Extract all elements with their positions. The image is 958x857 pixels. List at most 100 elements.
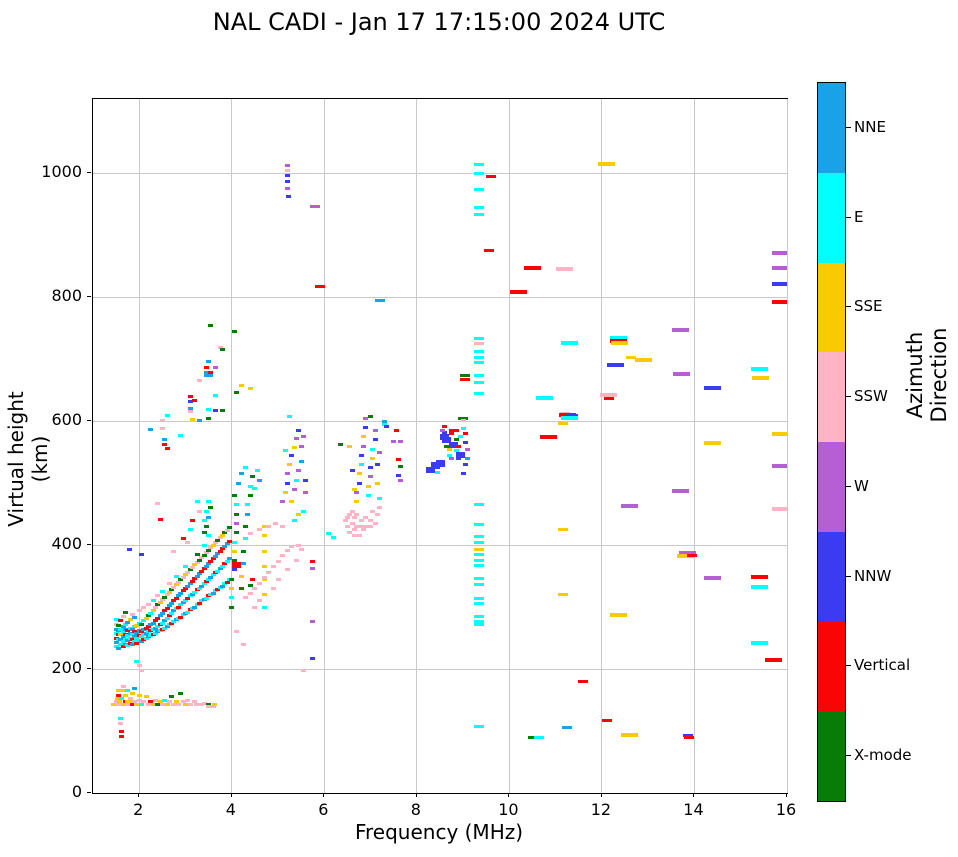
data-point	[621, 733, 639, 738]
data-point	[243, 537, 249, 541]
data-point	[430, 461, 440, 468]
data-point	[527, 736, 538, 740]
data-point	[208, 371, 214, 375]
data-point	[152, 619, 158, 623]
data-point	[187, 702, 193, 706]
data-point	[289, 544, 295, 548]
data-point	[245, 503, 251, 507]
data-point	[224, 528, 230, 532]
data-point	[361, 444, 367, 448]
data-point	[238, 472, 244, 476]
data-point	[474, 342, 485, 346]
data-point	[169, 601, 175, 605]
data-point	[704, 575, 722, 580]
data-point	[187, 410, 193, 414]
data-point	[150, 599, 156, 603]
data-point	[291, 518, 297, 522]
data-point	[771, 431, 787, 436]
data-point	[187, 407, 193, 411]
data-point	[368, 414, 374, 418]
data-point	[220, 547, 226, 551]
data-point	[474, 547, 485, 551]
data-point	[185, 570, 191, 574]
data-point	[208, 575, 214, 579]
data-point	[150, 608, 156, 612]
data-point	[226, 557, 232, 561]
data-point	[166, 614, 172, 618]
data-point	[294, 478, 300, 482]
x-tick-mark	[600, 793, 602, 797]
data-point	[284, 163, 290, 167]
colorbar-tick-mark	[846, 306, 851, 308]
data-point	[118, 627, 124, 631]
data-point	[139, 635, 145, 639]
data-point	[635, 358, 653, 363]
data-point	[231, 549, 237, 553]
data-point	[750, 585, 768, 590]
data-point	[113, 699, 119, 703]
data-point	[120, 684, 126, 688]
data-point	[474, 205, 485, 209]
y-gridline	[93, 544, 787, 546]
colorbar-tick-mark	[846, 485, 851, 487]
data-point	[129, 627, 135, 631]
data-point	[435, 466, 441, 470]
data-point	[771, 507, 787, 512]
data-point	[171, 609, 177, 613]
data-point	[224, 542, 230, 546]
data-point	[176, 580, 182, 584]
data-point	[354, 500, 360, 504]
data-point	[442, 436, 452, 443]
data-point	[426, 466, 436, 473]
data-point	[164, 413, 170, 417]
data-point	[141, 605, 147, 609]
data-point	[155, 702, 161, 706]
data-point	[285, 194, 291, 198]
colorbar-segment-ssw	[818, 352, 845, 442]
data-point	[173, 699, 179, 703]
data-point	[365, 484, 371, 488]
data-point	[287, 463, 293, 467]
data-point	[460, 472, 466, 476]
data-point	[139, 630, 145, 634]
data-point	[261, 565, 267, 569]
data-point	[120, 614, 126, 618]
data-point	[152, 605, 158, 609]
data-point	[474, 187, 485, 191]
data-point	[171, 549, 177, 553]
data-point	[474, 583, 485, 587]
data-point	[134, 624, 140, 628]
data-point	[120, 640, 126, 644]
data-point	[231, 329, 237, 333]
data-point	[474, 725, 485, 729]
data-point	[155, 625, 161, 629]
chart-title: NAL CADI - Jan 17 17:15:00 2024 UTC	[212, 8, 666, 36]
data-point	[535, 396, 553, 401]
data-point	[229, 587, 235, 591]
data-point	[132, 699, 138, 703]
data-point	[474, 577, 485, 581]
data-point	[474, 373, 485, 377]
data-point	[349, 521, 355, 525]
colorbar-segment-w	[818, 442, 845, 532]
data-point	[439, 464, 445, 468]
data-point	[483, 249, 494, 253]
data-point	[474, 619, 485, 623]
data-point	[201, 518, 207, 522]
data-point	[771, 265, 787, 270]
data-point	[301, 435, 306, 439]
data-point	[284, 169, 290, 173]
data-point	[139, 622, 145, 626]
data-point	[162, 619, 168, 623]
data-point	[157, 600, 163, 604]
data-point	[215, 552, 221, 556]
data-point	[203, 366, 209, 370]
data-point	[148, 611, 154, 615]
data-point	[358, 463, 364, 467]
data-point	[377, 506, 383, 510]
data-point	[201, 531, 207, 535]
data-point	[349, 509, 355, 513]
data-point	[233, 391, 239, 395]
data-point	[206, 416, 212, 420]
data-point	[771, 250, 787, 255]
